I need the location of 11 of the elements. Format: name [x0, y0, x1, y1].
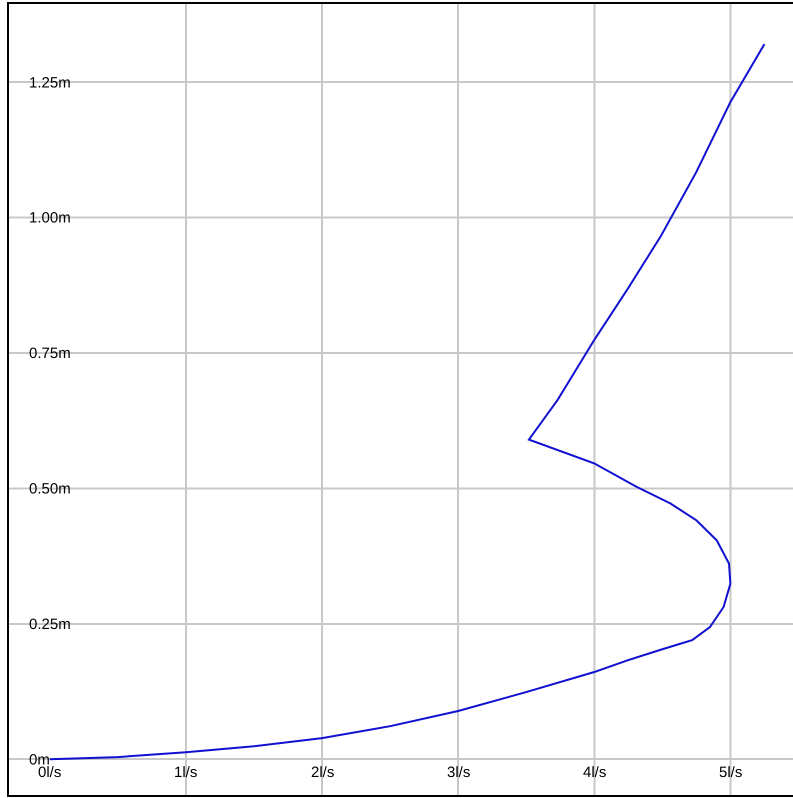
x-tick-label: 4l/s — [583, 764, 606, 781]
x-tick-label: 3l/s — [447, 764, 470, 781]
y-tick-label: 1.25m — [29, 74, 71, 92]
x-tick-label: 5l/s — [719, 764, 742, 781]
y-tick-label: 0.50m — [29, 480, 71, 498]
x-tick-label: 2l/s — [311, 764, 334, 781]
y-tick-label: 1.00m — [29, 210, 71, 227]
x-tick-label: 1l/s — [174, 764, 198, 781]
y-tick-label: 0.75m — [29, 345, 71, 362]
y-tick-label: 0.25m — [29, 616, 71, 634]
x-tick-label: 0l/s — [38, 764, 62, 781]
